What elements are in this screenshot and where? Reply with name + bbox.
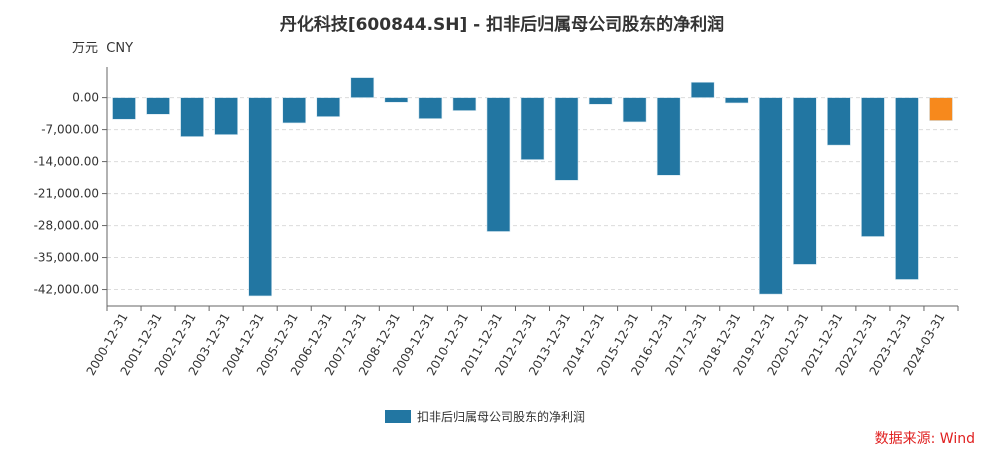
bar-2022-12-31[interactable]: [861, 97, 885, 237]
bar-2004-12-31[interactable]: [248, 97, 272, 297]
bar-2015-12-31[interactable]: [622, 97, 647, 123]
bar-2002-12-31[interactable]: [180, 97, 204, 137]
bar-2006-12-31[interactable]: [316, 97, 341, 117]
bar-2024-03-31[interactable]: [929, 97, 953, 121]
bar-2017-12-31[interactable]: [690, 81, 715, 98]
y-tick-label: 0.00: [72, 91, 99, 105]
bar-2023-12-31[interactable]: [895, 97, 919, 280]
y-tick-label: -28,000.00: [34, 219, 99, 233]
bar-2009-12-31[interactable]: [418, 97, 443, 119]
y-axis-unit: 万元 CNY: [72, 41, 133, 56]
bar-2020-12-31[interactable]: [793, 97, 817, 265]
bar-2003-12-31[interactable]: [214, 97, 238, 135]
y-tick-label: -14,000.00: [34, 155, 99, 169]
y-tick-label: -42,000.00: [34, 283, 99, 297]
bar-2000-12-31[interactable]: [112, 97, 136, 120]
bar-2016-12-31[interactable]: [656, 97, 681, 176]
y-tick-label: -21,000.00: [34, 187, 99, 201]
bar-2019-12-31[interactable]: [758, 97, 783, 295]
bar-2021-12-31[interactable]: [827, 97, 851, 146]
data-source: 数据来源: Wind: [875, 431, 975, 447]
bar-2008-12-31[interactable]: [384, 97, 409, 103]
chart-title: 丹化科技[600844.SH] - 扣非后归属母公司股东的净利润: [280, 14, 724, 35]
legend: 扣非后归属母公司股东的净利润: [385, 409, 585, 424]
bar-2011-12-31[interactable]: [486, 97, 511, 232]
bar-2007-12-31[interactable]: [350, 77, 375, 98]
bar-2010-12-31[interactable]: [452, 97, 477, 111]
bar-2014-12-31[interactable]: [588, 97, 613, 105]
legend-label: 扣非后归属母公司股东的净利润: [417, 409, 585, 424]
bar-2013-12-31[interactable]: [554, 97, 579, 181]
bar-2001-12-31[interactable]: [146, 97, 170, 115]
y-tick-label: -35,000.00: [34, 251, 99, 265]
legend-swatch: [385, 410, 411, 423]
y-tick-label: -7,000.00: [41, 123, 99, 137]
bar-2012-12-31[interactable]: [520, 97, 545, 160]
bar-2018-12-31[interactable]: [724, 97, 749, 104]
bar-2005-12-31[interactable]: [282, 97, 307, 124]
